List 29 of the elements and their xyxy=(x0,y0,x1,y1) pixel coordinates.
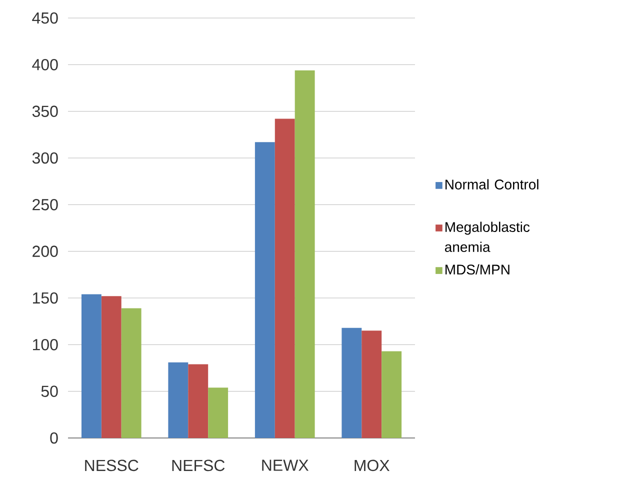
x-tick-label: NEFSC xyxy=(172,460,225,472)
bar xyxy=(342,328,362,438)
bar xyxy=(294,70,315,438)
bar xyxy=(208,388,228,438)
bar xyxy=(81,294,102,438)
bar xyxy=(362,330,382,438)
y-tick-label: 450 xyxy=(32,12,58,24)
x-tick-label: NEWX xyxy=(262,460,309,471)
y-tick-label: 0 xyxy=(50,432,58,444)
y-tick-label: 150 xyxy=(33,292,58,304)
bar xyxy=(101,296,122,438)
bar xyxy=(168,362,188,438)
y-tick-label: 200 xyxy=(32,246,58,257)
legend-label: Megaloblastic anemia xyxy=(444,222,530,252)
y-tick-label: 350 xyxy=(32,106,58,117)
bar xyxy=(382,351,402,438)
y-tick-label: 400 xyxy=(32,59,58,70)
legend-label: MDS/MPN xyxy=(446,264,510,275)
y-tick-label: 250 xyxy=(32,199,58,210)
bar xyxy=(274,118,295,438)
bar xyxy=(121,308,142,438)
legend-label: Normal Control xyxy=(446,179,538,190)
bar xyxy=(254,142,275,438)
y-tick-label: 300 xyxy=(32,152,58,164)
x-tick-label: NESSC xyxy=(85,460,138,472)
bar xyxy=(188,364,208,438)
x-tick-label: MOX xyxy=(354,460,390,472)
y-tick-label: 50 xyxy=(41,386,58,397)
y-tick-label: 100 xyxy=(33,339,58,350)
